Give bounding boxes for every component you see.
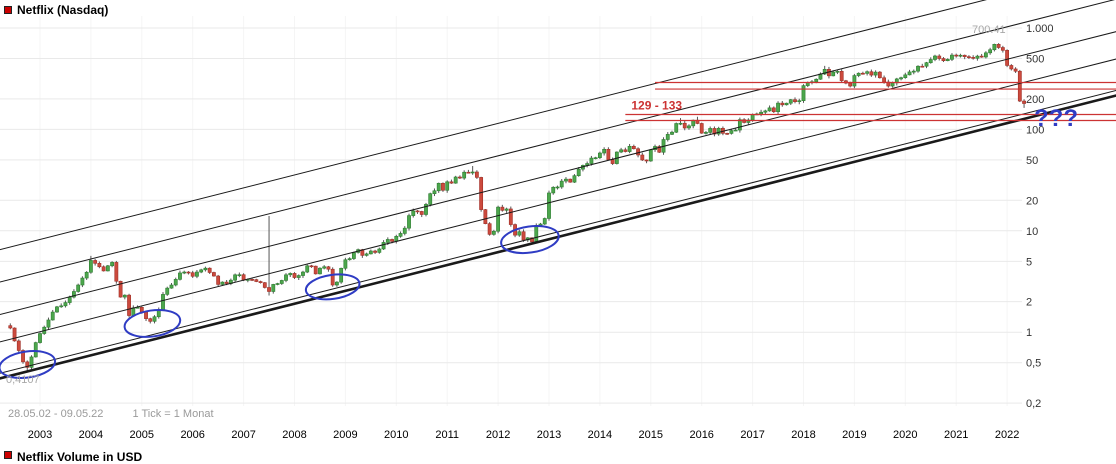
svg-text:2003: 2003: [28, 429, 52, 441]
svg-text:2014: 2014: [588, 429, 612, 441]
svg-text:2007: 2007: [231, 429, 255, 441]
svg-text:0,5: 0,5: [1026, 358, 1041, 370]
svg-text:2006: 2006: [180, 429, 204, 441]
question-marks-annotation: ???: [1034, 105, 1078, 132]
svg-text:2016: 2016: [689, 429, 713, 441]
svg-text:500: 500: [1026, 54, 1044, 66]
svg-text:2015: 2015: [639, 429, 663, 441]
svg-text:129 - 133: 129 - 133: [631, 99, 682, 113]
svg-text:2012: 2012: [486, 429, 510, 441]
svg-text:2004: 2004: [79, 429, 103, 441]
svg-text:100: 100: [1026, 124, 1044, 136]
svg-text:200: 200: [1026, 94, 1044, 106]
svg-text:2018: 2018: [791, 429, 815, 441]
volume-legend-label: Netflix Volume in USD: [17, 450, 143, 464]
volume-swatch-icon: [4, 451, 12, 459]
svg-text:2010: 2010: [384, 429, 408, 441]
svg-text:10: 10: [1026, 226, 1038, 238]
svg-text:2019: 2019: [842, 429, 866, 441]
svg-text:2020: 2020: [893, 429, 917, 441]
chart-header: Netflix (Nasdaq): [4, 3, 108, 17]
svg-text:2013: 2013: [537, 429, 561, 441]
svg-text:20: 20: [1026, 195, 1038, 207]
svg-text:2009: 2009: [333, 429, 357, 441]
svg-text:2: 2: [1026, 297, 1032, 309]
svg-text:2008: 2008: [282, 429, 306, 441]
high-price-label: 700.41: [972, 24, 1006, 36]
svg-text:1.000: 1.000: [1026, 23, 1054, 35]
volume-legend: Netflix Volume in USD: [4, 451, 142, 463]
svg-text:2021: 2021: [944, 429, 968, 441]
svg-text:2022: 2022: [995, 429, 1019, 441]
svg-text:0,2: 0,2: [1026, 398, 1041, 410]
svg-text:2017: 2017: [740, 429, 764, 441]
chart-title: Netflix (Nasdaq): [17, 3, 109, 17]
svg-text:2011: 2011: [435, 429, 459, 441]
low-price-label: 0,4107: [6, 374, 40, 386]
tick-interval-label: 1 Tick = 1 Monat: [132, 408, 214, 420]
series-swatch-icon: [4, 6, 12, 14]
svg-text:5: 5: [1026, 256, 1032, 268]
svg-text:2005: 2005: [130, 429, 154, 441]
date-range-label: 28.05.02 - 09.05.22: [8, 408, 104, 420]
chart-footer: 28.05.02 - 09.05.22 1 Tick = 1 Monat: [8, 408, 240, 420]
svg-text:50: 50: [1026, 155, 1038, 167]
svg-text:1: 1: [1026, 327, 1032, 339]
